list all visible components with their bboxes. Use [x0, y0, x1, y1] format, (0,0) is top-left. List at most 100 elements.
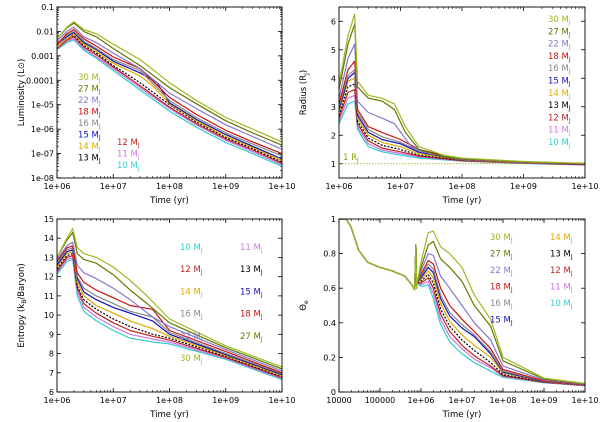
plot-frame	[56, 218, 283, 393]
x-tick-label: 1e+07	[100, 182, 127, 191]
y-tick-label: 11	[44, 292, 54, 301]
series-group	[339, 219, 585, 387]
series-line-30-MJ	[57, 21, 282, 143]
x-axis-label: Time (yr)	[442, 196, 482, 206]
legend-entry: 22 MJ	[180, 332, 203, 343]
series-line-15-MJ	[57, 249, 282, 376]
series-line-10-MJ	[57, 258, 282, 381]
x-tick-label: 1e+10	[269, 182, 296, 191]
y-tick-label: 1e-05	[31, 101, 54, 110]
legend-entry: 15 MJ	[548, 77, 571, 88]
legend-entry: 15 MJ	[490, 316, 513, 327]
legend-entry: 10 MJ	[550, 299, 573, 310]
x-tick-label: 1e+09	[510, 182, 537, 191]
legend-entry: 30 MJ	[78, 73, 101, 84]
y-tick-label: 7	[49, 369, 54, 378]
series-line-12-MJ	[57, 36, 282, 164]
y-tick-label: 0.001	[31, 52, 54, 61]
legend-entry: 16 MJ	[548, 64, 571, 75]
series-line-14-MJ	[339, 219, 585, 386]
series-line-13-MJ	[339, 83, 585, 166]
legend-entry: 11 MJ	[240, 243, 263, 254]
legend-entry: 27 MJ	[240, 332, 263, 343]
y-axis-label: Luminosity (L⊙)	[17, 59, 27, 127]
legend-entry: 14 MJ	[548, 89, 571, 100]
series-line-10-MJ	[339, 219, 585, 387]
legend-entry: 22 MJ	[548, 40, 571, 51]
legend-entry: 30 MJ	[180, 354, 203, 365]
chart-panel-bottom-right: 10000 100000 1e+06 1e+07 1e+08 1e+09 1e+10 0 0.2…	[299, 215, 598, 420]
legend-entry: 10 MJ	[180, 243, 203, 254]
legend-entry: 12 MJ	[550, 266, 573, 277]
legend-entry: 12 MJ	[117, 138, 140, 149]
x-tick-label: 1e+08	[490, 396, 517, 405]
series-line-22-MJ	[339, 219, 585, 385]
legend-entry: 13 MJ	[550, 250, 573, 261]
legend-entry: 13 MJ	[240, 265, 263, 276]
series-line-27-MJ	[57, 231, 282, 370]
y-tick-label: 8	[49, 350, 54, 359]
x-axis-label: Time (yr)	[149, 196, 189, 206]
legend-entry: 27 MJ	[548, 27, 571, 38]
y-axis-label: Θe	[299, 300, 310, 311]
series-line-10-MJ	[57, 39, 282, 167]
y-tick-label: 3	[331, 103, 336, 112]
y-tick-label: 1e-07	[31, 150, 54, 159]
y-tick-label: 1e-06	[31, 125, 54, 134]
y-axis-label: Radius (RJ)	[299, 70, 310, 116]
legend-entry: 15 MJ	[240, 287, 263, 298]
y-tick-label: 0	[331, 388, 336, 397]
x-tick-label: 1e+06	[44, 396, 71, 405]
series-line-14-MJ	[57, 33, 282, 162]
legend-entry: 12 MJ	[180, 265, 203, 276]
series-line-30-MJ	[57, 228, 282, 368]
legend-entry: 10 MJ	[117, 161, 140, 172]
x-axis-label: Time (yr)	[149, 410, 189, 420]
chart-panel-top-right: 1e+06 1e+07 1e+08 1e+09 1e+10 1 2 3 4 5 6 1 RJ Time …	[299, 6, 598, 206]
plot-frame	[56, 6, 283, 179]
legend-entry: 16 MJ	[180, 310, 203, 321]
series-group	[339, 13, 585, 166]
series-line-30-MJ	[339, 13, 585, 164]
y-tick-label: 0.1	[41, 3, 54, 12]
legend-entry: 10 MJ	[548, 138, 571, 149]
legend-entry: 12 MJ	[548, 113, 571, 124]
series-line-16-MJ	[57, 30, 282, 157]
legend-entry: 18 MJ	[548, 52, 571, 63]
series-line-12-MJ	[57, 254, 282, 379]
legend-entry: 18 MJ	[240, 310, 263, 321]
legend-entry: 14 MJ	[78, 142, 101, 153]
legend-entry: 15 MJ	[78, 131, 101, 142]
legend-entry: 22 MJ	[490, 266, 513, 277]
series-line-16-MJ	[339, 219, 585, 386]
plot-frame	[338, 6, 586, 179]
y-tick-label: 6	[49, 388, 54, 397]
y-tick-label: 0.4	[323, 319, 336, 328]
legend-entry: 30 MJ	[548, 15, 571, 26]
x-tick-label: 1e+07	[387, 182, 414, 191]
x-tick-label: 100000	[365, 396, 396, 405]
legend-entry: 13 MJ	[548, 101, 571, 112]
y-tick-label: 2	[331, 131, 336, 140]
y-tick-label: 15	[44, 215, 54, 224]
y-tick-label: 0.8	[323, 250, 336, 259]
y-tick-label: 0.01	[36, 27, 54, 36]
series-line-11-MJ	[57, 38, 282, 166]
y-tick-label: 12	[44, 273, 54, 282]
legend-entry: 30 MJ	[490, 233, 513, 244]
legend-entry: 18 MJ	[78, 108, 101, 119]
legend-entry: 27 MJ	[78, 85, 101, 96]
y-tick-label: 4	[331, 74, 336, 83]
y-tick-label: 0.0001	[26, 76, 54, 85]
y-tick-label: 1e-08	[31, 174, 54, 183]
x-tick-label: 1e+06	[326, 182, 353, 191]
chart-panel-bottom-left: 1e+06 1e+07 1e+08 1e+09 1e+10 6 7 8 9 10 11 12 13 14 1…	[17, 215, 295, 420]
reference-line-label: 1 RJ	[343, 153, 359, 164]
legend-entry: 27 MJ	[490, 250, 513, 261]
series-group	[57, 21, 282, 167]
legend-entry: 11 MJ	[117, 150, 140, 161]
y-tick-label: 9	[49, 330, 54, 339]
y-tick-label: 1	[331, 215, 336, 224]
series-line-27-MJ	[57, 22, 282, 146]
